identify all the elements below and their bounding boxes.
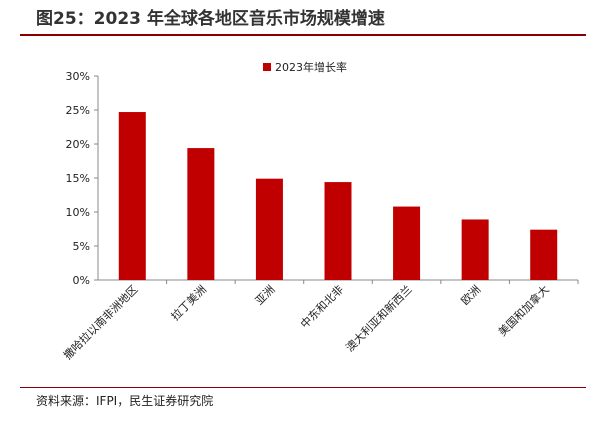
y-tick-label: 25%	[66, 104, 90, 117]
bar	[118, 112, 146, 280]
chart-legend: 2023年增长率	[263, 60, 347, 74]
legend-swatch	[263, 63, 271, 71]
x-tick-label: 撒哈拉以南非洲地区	[61, 282, 141, 362]
y-tick-label: 0%	[73, 274, 90, 287]
bar	[461, 219, 489, 280]
x-tick-label: 中东和北非	[298, 283, 346, 331]
source-note: 资料来源：IFPI，民生证券研究院	[36, 394, 214, 408]
y-tick-label: 10%	[66, 206, 90, 219]
x-tick-label: 拉丁美洲	[168, 282, 209, 323]
x-tick-label: 澳大利亚和新西兰	[343, 282, 415, 354]
y-tick-label: 15%	[66, 172, 90, 185]
y-tick-label: 5%	[73, 240, 90, 253]
y-tick-label: 30%	[66, 70, 90, 83]
footer-divider	[20, 387, 586, 388]
x-tick-label: 美国和加拿大	[495, 282, 552, 339]
bar	[530, 229, 558, 280]
x-tick-label: 亚洲	[253, 283, 278, 308]
growth-bar-chart: 2023年增长率 0% 5% 10% 15% 20% 25% 30% 撒哈拉以南非洲地区 拉丁…	[61, 60, 579, 362]
bar	[393, 206, 421, 280]
page-title: 图25：2023 年全球各地区音乐市场规模增速	[36, 9, 385, 29]
bar	[324, 182, 352, 280]
bar	[187, 148, 215, 280]
legend-label: 2023年增长率	[275, 60, 347, 74]
title-divider	[20, 34, 586, 36]
y-tick-label: 20%	[66, 138, 90, 151]
x-tick-label: 欧洲	[459, 283, 484, 308]
bar	[255, 178, 283, 280]
